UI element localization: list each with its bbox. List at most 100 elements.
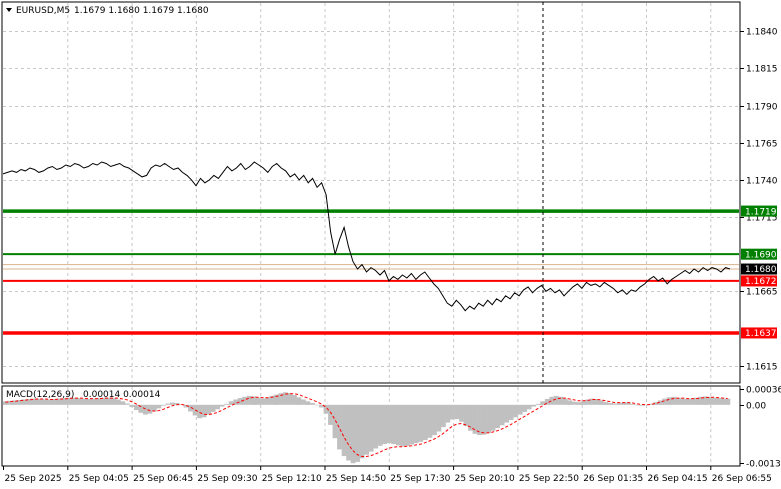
macd-histogram-bar xyxy=(75,398,80,405)
macd-histogram-bar xyxy=(400,404,406,447)
price-axis-label: 1.1715 xyxy=(746,214,778,224)
price-level-tag-label: 1.1690 xyxy=(745,250,777,260)
macd-histogram-bar xyxy=(445,404,451,423)
macd-histogram-bar xyxy=(314,404,320,406)
macd-histogram-bar xyxy=(526,404,532,410)
macd-histogram-bar xyxy=(25,399,31,405)
macd-histogram-bar xyxy=(138,404,144,413)
macd-histogram-bar xyxy=(562,398,568,405)
macd-histogram-bar xyxy=(549,396,555,405)
macd-histogram-bar xyxy=(490,404,496,431)
macd-histogram-bar xyxy=(382,404,388,444)
price-tags: 1.1719 1.1690 1.1680 1.1672 1.1637 xyxy=(741,205,777,339)
macd-histogram-bar xyxy=(422,404,428,440)
price-level-tag-bg xyxy=(741,275,777,287)
macd-histogram-bar xyxy=(57,398,62,405)
macd-histogram-bar xyxy=(206,404,211,415)
macd-histogram-bar xyxy=(106,397,112,405)
macd-histogram-bar xyxy=(147,404,153,414)
macd-histogram-bar xyxy=(228,401,234,405)
macd-histogram-bar xyxy=(88,399,94,405)
macd-histogram-bar xyxy=(115,399,121,405)
macd-histogram-bar xyxy=(657,400,663,405)
macd-histogram-bar xyxy=(486,404,491,433)
chart-ohlc: 1.1679 1.1680 1.1679 1.1680 xyxy=(74,6,209,16)
macd-histogram-bar xyxy=(680,398,686,405)
macd-histogram-bar xyxy=(12,400,17,405)
macd-histogram-bar xyxy=(635,404,640,406)
macd-histogram-bar xyxy=(7,400,13,405)
macd-histogram-bar xyxy=(644,404,649,406)
macd-histogram-bar xyxy=(305,401,311,405)
macd-histogram-bar xyxy=(210,404,216,412)
macd-histogram-bar xyxy=(310,403,315,405)
macd-histogram-bar xyxy=(585,399,591,405)
macd-histogram-bar xyxy=(323,404,329,414)
macd-histogram-bar xyxy=(612,403,618,405)
macd-histogram-bar xyxy=(495,404,500,428)
macd-histogram-bar xyxy=(102,397,108,405)
macd-histogram-bar xyxy=(174,403,180,405)
macd-axis-label: 0.00036 xyxy=(746,386,781,396)
macd-histogram-bar xyxy=(418,404,424,442)
price-line xyxy=(2,161,731,312)
macd-histogram-bar xyxy=(124,403,130,405)
macd-histogram-bar xyxy=(156,404,162,409)
macd-histogram-bar xyxy=(468,404,473,431)
macd-histogram-bar xyxy=(79,398,85,405)
time-axis-label: 25 Sep 04:05 xyxy=(69,474,129,484)
macd-histogram-bar xyxy=(269,395,275,405)
macd-histogram-bar xyxy=(544,399,550,405)
macd-histogram-bar xyxy=(477,404,482,436)
macd-histogram-bar xyxy=(621,402,627,405)
macd-histogram-bar xyxy=(671,396,677,405)
price-axis-label: 1.1665 xyxy=(746,288,778,298)
macd-histogram-bar xyxy=(197,404,202,419)
dropdown-triangle-icon[interactable] xyxy=(6,8,12,12)
macd-histogram-bar xyxy=(522,404,528,412)
macd-histogram-bar xyxy=(459,404,464,422)
price-level-tag-label: 1.1680 xyxy=(745,265,777,275)
price-axis: 1.1840 1.1815 1.1790 1.1765 1.1740 1.1715 1.16… xyxy=(740,28,778,373)
macd-signal-line xyxy=(5,393,728,457)
price-level-tag-label: 1.1672 xyxy=(745,277,777,287)
price-axis-label: 1.1740 xyxy=(746,177,778,187)
macd-histogram-bar xyxy=(481,404,487,435)
macd-histogram-bar xyxy=(337,404,342,450)
macd-histogram-bar xyxy=(626,402,631,405)
macd-histogram-bar xyxy=(721,398,726,405)
macd-histogram-bar xyxy=(301,399,306,405)
macd-histogram-bar xyxy=(391,404,397,444)
macd-histogram-bar xyxy=(662,398,668,405)
macd-histogram-bar xyxy=(594,399,600,405)
macd-histogram-bar xyxy=(716,398,722,405)
macd-histogram-bar xyxy=(242,396,248,405)
macd-histogram-bar xyxy=(364,404,369,455)
macd-histogram-bar xyxy=(689,398,695,405)
macd-histogram-bar xyxy=(296,397,302,405)
macd-histogram-bar xyxy=(201,404,207,418)
macd-histogram-bar xyxy=(129,404,135,407)
macd-histogram xyxy=(3,392,731,464)
macd-histogram-bar xyxy=(581,401,586,405)
macd-histogram-bar xyxy=(273,394,279,405)
macd-histogram-bar xyxy=(436,404,442,432)
price-level-tag-bg xyxy=(741,248,777,260)
macd-histogram-bar xyxy=(368,404,374,452)
time-axis-label: 25 Sep 22:50 xyxy=(519,474,579,484)
macd-histogram-bar xyxy=(30,398,35,405)
macd-histogram-bar xyxy=(432,404,437,436)
macd-histogram-bar xyxy=(3,401,8,405)
macd-histogram-bar xyxy=(513,404,519,418)
macd-histogram-bar xyxy=(553,395,559,405)
macd-histogram-bar xyxy=(558,396,564,405)
macd-histogram-bar xyxy=(48,399,53,405)
macd-histogram-bar xyxy=(355,404,360,462)
macd-histogram-bar xyxy=(576,402,582,405)
price-level-tag-bg xyxy=(741,205,777,217)
price-panel[interactable] xyxy=(1,1,741,384)
macd-histogram-bar xyxy=(450,404,455,420)
price-level-tag-label: 1.1637 xyxy=(745,329,777,339)
macd-histogram-bar xyxy=(608,403,613,405)
